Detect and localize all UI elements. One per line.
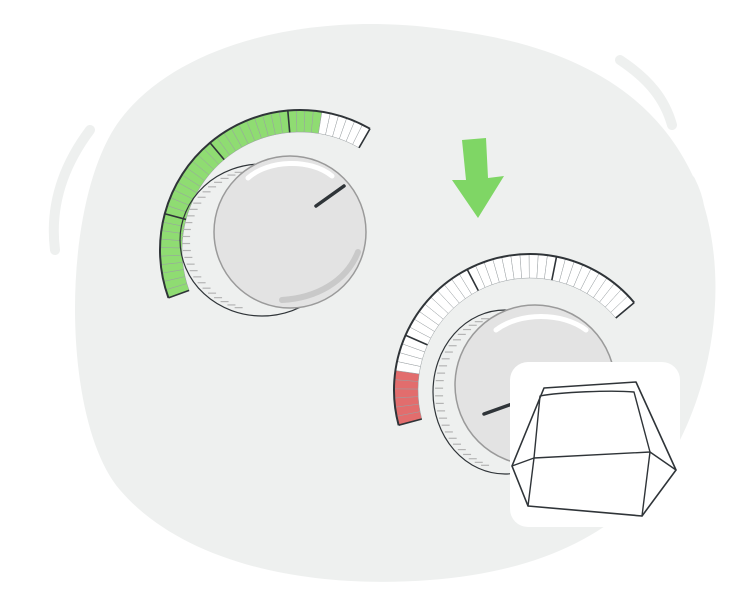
scale-segment-inactive (519, 253, 530, 279)
scale-major-tick (615, 301, 635, 319)
knob-knurling (182, 171, 243, 309)
scale-major-tick (168, 289, 190, 299)
volume-scale-high (159, 109, 371, 299)
scale-major-tick (398, 418, 423, 426)
knob-highlight (245, 161, 335, 181)
scale-segment-active (393, 388, 419, 399)
down-arrow-icon (452, 138, 504, 218)
volume-knob-high (159, 109, 371, 317)
knob-shadow (279, 249, 361, 303)
scale-major-tick (551, 256, 558, 281)
knob-indicator (482, 402, 514, 416)
scale-major-tick (358, 128, 371, 149)
scale-major-tick (405, 334, 428, 346)
knob-indicator (314, 184, 346, 208)
scale-major-tick (209, 142, 225, 161)
scale-segment-active (159, 247, 183, 257)
scale-major-tick (287, 110, 291, 133)
knob-highlight (493, 314, 589, 333)
scale-major-tick (164, 212, 187, 221)
volume-scale-low (393, 253, 635, 426)
knob-knurling (435, 318, 490, 466)
keyboard-key-icon (510, 362, 680, 527)
scale-segment-active (296, 109, 306, 133)
scale-major-tick (466, 268, 479, 292)
knob-face (213, 155, 367, 309)
